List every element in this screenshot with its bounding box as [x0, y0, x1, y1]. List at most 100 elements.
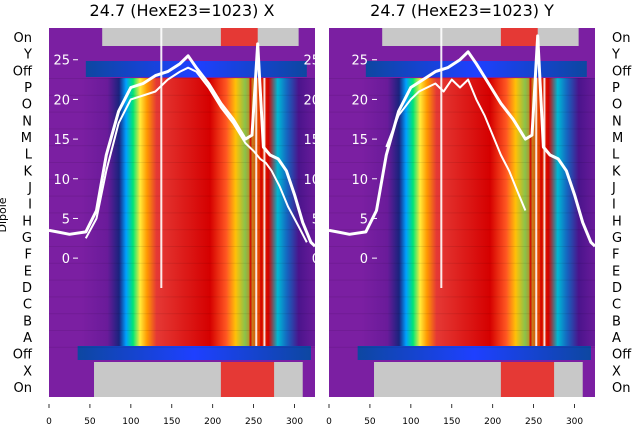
spike-line: [260, 78, 263, 346]
chart-title-x: 24.7 (HexE23=1023) X: [90, 1, 275, 20]
dipole-label: I: [28, 198, 32, 213]
overlay-y-tick-label: 10: [351, 173, 368, 188]
heatmap-row-separator: [329, 246, 595, 247]
overlay-y-tick-label: 20: [53, 93, 70, 108]
heatmap-row-separator: [329, 346, 595, 348]
overlay-y-tick-label: 25: [53, 54, 70, 69]
heatmap-row-separator: [329, 229, 595, 231]
dipole-label: F: [612, 248, 619, 263]
blue-band-bottom: [77, 346, 311, 360]
heatmap-row-separator: [49, 128, 315, 130]
overlay-y-ticks-right-panel: 25 20 15 10 5 0: [351, 54, 377, 267]
dipole-label: C: [612, 298, 621, 313]
heatmap-panel-x: [49, 28, 315, 397]
dipole-label: H: [612, 214, 622, 229]
overlay-y-tick-label: 15: [303, 133, 320, 148]
overlay-y-tick-label: 5: [62, 212, 70, 227]
heatmap-row-separator: [49, 94, 315, 96]
heatmap-row-separator: [49, 313, 315, 315]
dipole-label: I: [612, 198, 616, 213]
x-tick-label: 300: [566, 417, 583, 427]
heatmap-row-separator: [49, 212, 315, 214]
overlay-y-tick-label: 15: [351, 133, 368, 148]
dipole-label: M: [612, 131, 623, 146]
dipole-label: Y: [611, 48, 620, 63]
bottom-strip-red: [500, 362, 555, 397]
dipole-label: On: [14, 381, 32, 396]
heatmap-row-separator: [49, 78, 315, 79]
x-ticks-left: 0 50 100 150 200 250 300: [46, 404, 303, 427]
heatmap-row-separator: [329, 195, 595, 197]
overlay-y-tick-label: 25: [303, 54, 320, 69]
dipole-label: L: [25, 148, 33, 163]
overlay-y-tick-label: 0: [312, 252, 320, 267]
dipole-label: On: [612, 31, 630, 46]
heatmap-row-separator: [329, 330, 595, 331]
top-strip-red: [500, 28, 538, 46]
dipole-label: P: [612, 81, 620, 96]
heatmap-row-separator: [49, 262, 315, 264]
heatmap-panel-y: [329, 28, 595, 397]
dipole-label: O: [22, 98, 32, 113]
blue-band-bottom: [357, 346, 591, 360]
heatmap-row-separator: [49, 195, 315, 197]
heatmap-row-separator: [329, 94, 595, 96]
dipole-label: C: [23, 298, 32, 313]
heatmap-row-separator: [329, 78, 595, 79]
top-strip: [102, 28, 299, 46]
dipole-label: D: [612, 281, 622, 296]
x-tick-label: 200: [484, 417, 501, 427]
heatmap-row-separator: [49, 178, 315, 180]
dipole-label: K: [612, 164, 621, 179]
y-axis-label: Dipole: [0, 197, 9, 232]
overlay-y-tick-label: 15: [53, 133, 70, 148]
dipole-label: M: [21, 131, 32, 146]
heatmap-row-separator: [329, 178, 595, 180]
heatmap-row-separator: [329, 212, 595, 214]
heatmap-row-separator: [49, 162, 315, 163]
dipole-label: E: [612, 264, 620, 279]
heatmap-row-separator: [329, 279, 595, 281]
x-tick-label: 50: [84, 417, 96, 427]
dipole-label: E: [24, 264, 32, 279]
x-tick-label: 250: [525, 417, 542, 427]
heatmap-row-separator: [49, 279, 315, 281]
x-tick-label: 150: [163, 417, 180, 427]
overlay-y-tick-label: 10: [53, 173, 70, 188]
heatmap-row-separator: [329, 296, 595, 298]
dipole-label: L: [612, 148, 620, 163]
dipole-label: X: [612, 364, 621, 379]
dipole-label: D: [22, 281, 32, 296]
heatmap-row-separator: [49, 296, 315, 298]
dipole-label: G: [612, 231, 622, 246]
x-tick-label: 0: [326, 417, 332, 427]
overlay-y-tick-label: 25: [351, 54, 368, 69]
overlay-y-tick-label: 10: [303, 173, 320, 188]
dipole-label: B: [612, 314, 621, 329]
x-tick-label: 100: [402, 417, 419, 427]
dipole-label: On: [612, 381, 630, 396]
x-tick-label: 150: [443, 417, 460, 427]
dipole-label: F: [25, 248, 32, 263]
dipole-label: J: [611, 181, 616, 196]
dipole-label: Off: [612, 64, 632, 79]
top-strip: [382, 28, 579, 46]
x-tick-label: 0: [46, 417, 52, 427]
top-strip-red: [220, 28, 258, 46]
heatmap-row-separator: [329, 162, 595, 163]
bottom-strip-red: [220, 362, 275, 397]
heatmap-row-separator: [329, 262, 595, 264]
x-tick-label: 50: [364, 417, 376, 427]
dipole-label: X: [23, 364, 32, 379]
spike-line: [160, 28, 163, 288]
spike-line: [543, 78, 546, 346]
heatmap-row-separator: [49, 111, 315, 113]
heatmap-row-separator: [329, 313, 595, 315]
overlay-y-tick-label: 20: [351, 93, 368, 108]
overlay-trace: [385, 78, 527, 211]
heatmap-body: [81, 78, 315, 346]
dipole-label: B: [23, 314, 32, 329]
